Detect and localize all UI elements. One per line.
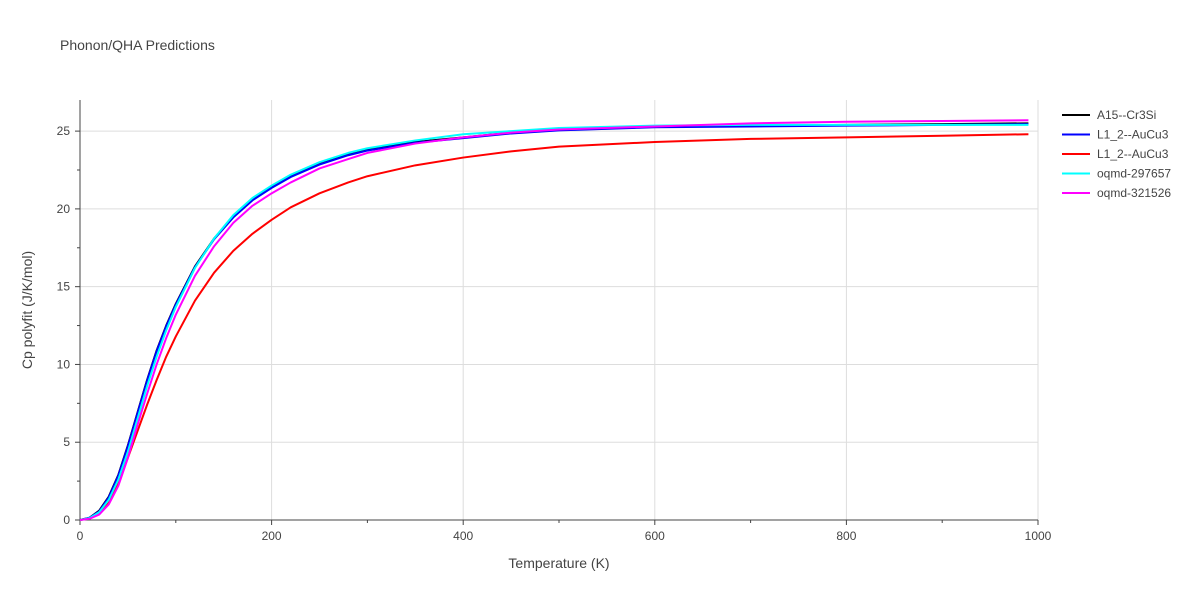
gridlines [80, 100, 1039, 520]
legend-item-2[interactable]: L1_2--AuCu3 [1062, 128, 1169, 142]
series-line-2 [79, 123, 1029, 521]
y-axis-title: Cp polyfit (J/K/mol) [19, 251, 35, 369]
x-tick-label: 1000 [1025, 529, 1052, 543]
chart-title: Phonon/QHA Predictions [60, 37, 215, 53]
x-axis-title: Temperature (K) [508, 555, 609, 571]
y-tick-label: 0 [63, 513, 70, 527]
x-tick-label: 400 [453, 529, 473, 543]
x-tick-label: 800 [836, 529, 856, 543]
y-tick-labels: 0 5 10 15 20 25 [57, 124, 71, 527]
x-tick-label: 600 [645, 529, 665, 543]
y-tick-label: 5 [63, 435, 70, 449]
legend-item-4[interactable]: oqmd-297657 [1062, 167, 1171, 181]
series-line-5 [79, 119, 1029, 521]
legend-item-3[interactable]: L1_2--AuCu3 [1062, 147, 1169, 161]
legend-item-5[interactable]: oqmd-321526 [1062, 186, 1171, 200]
y-tick-label: 10 [57, 357, 71, 371]
y-tick-label: 20 [57, 202, 71, 216]
y-tick-label: 15 [57, 280, 71, 294]
x-tick-label: 200 [262, 529, 282, 543]
legend-label: A15--Cr3Si [1097, 108, 1156, 122]
series-line-4 [79, 123, 1029, 521]
x-tick-label: 0 [77, 529, 84, 543]
plot-area [79, 119, 1029, 521]
legend-item-1[interactable]: A15--Cr3Si [1062, 108, 1156, 122]
x-tick-labels: 0 200 400 600 800 1000 [77, 529, 1052, 543]
legend[interactable]: A15--Cr3Si L1_2--AuCu3 L1_2--AuCu3 oqmd-297… [1062, 108, 1171, 200]
legend-label: L1_2--AuCu3 [1097, 147, 1169, 161]
y-tick-label: 25 [57, 124, 71, 138]
legend-label: oqmd-321526 [1097, 186, 1171, 200]
legend-label: L1_2--AuCu3 [1097, 128, 1169, 142]
legend-label: oqmd-297657 [1097, 167, 1171, 181]
series-line-3 [79, 133, 1029, 521]
axes [75, 100, 1039, 525]
series-line-1 [79, 122, 1029, 521]
